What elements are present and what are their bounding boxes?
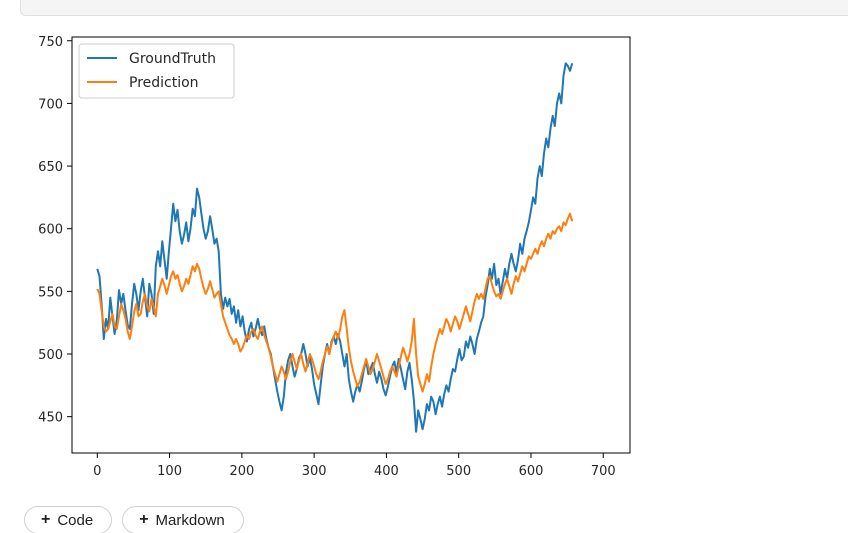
legend-box <box>78 43 235 99</box>
y-tick-label: 500 <box>38 348 63 363</box>
x-tick-label: 500 <box>446 464 471 479</box>
add-code-label: Code <box>57 511 94 529</box>
x-tick-label: 300 <box>302 464 327 479</box>
x-tick-label: 700 <box>591 464 616 479</box>
series-line-prediction <box>96 212 574 393</box>
add-cell-toolbar: + Code + Markdown <box>24 506 244 533</box>
x-tick-label: 200 <box>229 464 254 479</box>
plot-area <box>72 37 630 453</box>
plus-icon: + <box>41 511 51 528</box>
y-tick-label: 650 <box>38 160 63 175</box>
add-markdown-cell-button[interactable]: + Markdown <box>122 506 244 533</box>
previous-cell-edge <box>20 0 848 16</box>
add-code-cell-button[interactable]: + Code <box>24 506 113 533</box>
axes-frame <box>71 36 631 454</box>
series-line-groundtruth <box>96 62 574 433</box>
x-tick-label: 600 <box>519 464 544 479</box>
series-group <box>96 62 574 433</box>
plus-icon: + <box>139 511 149 528</box>
x-tick-label: 0 <box>93 464 101 479</box>
line-chart: 0 100 200 300 400 500 600 700 450 500 550 600 650 70… <box>38 35 631 479</box>
y-tick-label: 600 <box>38 223 63 238</box>
legend-label: GroundTruth <box>129 51 216 67</box>
legend: GroundTruth Prediction <box>78 43 235 99</box>
y-axis: 450 500 550 600 650 700 750 <box>38 35 72 426</box>
y-tick-label: 550 <box>38 285 63 300</box>
y-tick-label: 450 <box>38 411 63 426</box>
legend-label: Prediction <box>129 75 199 91</box>
y-tick-label: 700 <box>38 97 63 112</box>
x-tick-label: 100 <box>157 464 182 479</box>
y-tick-label: 750 <box>38 35 63 50</box>
x-tick-label: 400 <box>374 464 399 479</box>
x-axis: 0 100 200 300 400 500 600 700 <box>93 453 616 479</box>
add-markdown-label: Markdown <box>155 511 225 529</box>
